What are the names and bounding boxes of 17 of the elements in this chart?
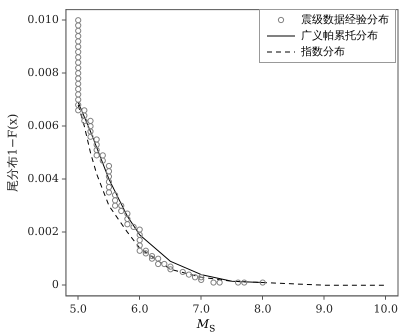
x-tick-label: 7.0 [192, 302, 210, 316]
x-tick-label: 9.0 [315, 302, 333, 316]
y-tick-label: 0.008 [27, 66, 59, 80]
y-tick-label: 0.010 [27, 13, 59, 26]
x-tick-label: 6.0 [130, 302, 148, 316]
y-axis-title: 尾分布1−F(x) [5, 114, 20, 192]
y-tick-label: 0 [52, 278, 59, 292]
y-tick-label: 0.006 [27, 119, 59, 132]
legend-label: 广义帕累托分布 [301, 28, 378, 44]
x-tick-label: 10.0 [373, 302, 398, 316]
x-axis-title: M$_{S}$ [196, 317, 216, 334]
y-tick-label: 0.004 [27, 172, 59, 186]
legend-label: 震级数据经验分布 [301, 12, 389, 28]
y-tick-label: 0.002 [27, 225, 59, 238]
x-tick-label: 8.0 [254, 302, 272, 316]
x-tick-label: 5.0 [69, 302, 87, 316]
legend-label: 指数分布 [301, 44, 345, 60]
